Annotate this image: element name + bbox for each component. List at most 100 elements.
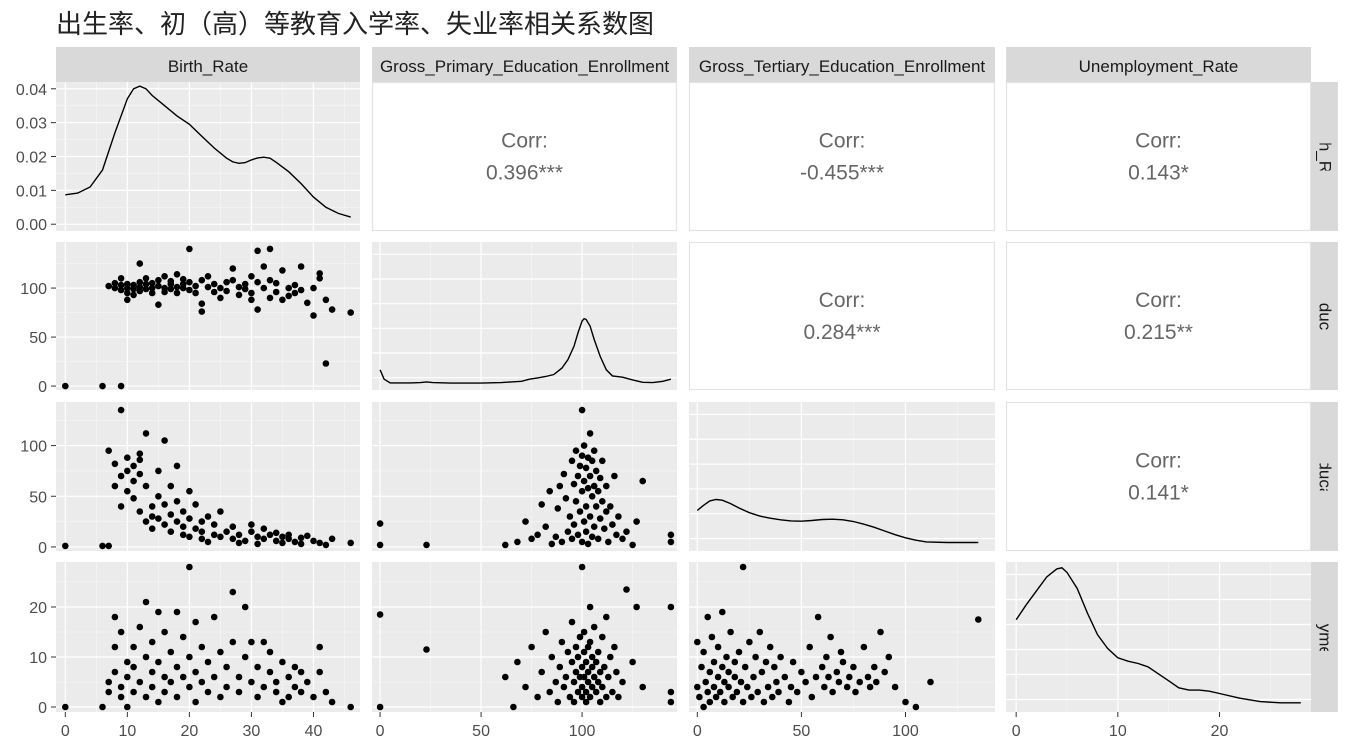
scatter-point: [580, 673, 588, 681]
scatter-point: [235, 673, 243, 681]
y-tick-label: 100: [20, 439, 47, 456]
scatter-point: [633, 603, 640, 611]
scatter-point: [912, 703, 920, 711]
scatter-point: [192, 289, 199, 297]
scatter-point: [198, 528, 206, 535]
scatter-point: [607, 653, 614, 661]
scatter-point: [694, 638, 701, 646]
column-strip-label: Gross_Tertiary_Education_Enrollment: [699, 57, 986, 76]
scatter-point: [744, 683, 751, 691]
scatter-point: [260, 683, 268, 691]
scatter-point: [522, 683, 529, 691]
scatter-point: [599, 683, 606, 691]
scatter-point: [235, 283, 243, 291]
y-tick-label: 0: [38, 700, 47, 717]
scatter-point: [229, 535, 237, 543]
scatter-point: [885, 653, 893, 661]
scatter-point: [248, 528, 255, 535]
scatter-point: [376, 520, 384, 527]
scatter-point: [554, 505, 562, 512]
scatter-point: [260, 638, 268, 646]
scatter-point: [192, 698, 199, 706]
scatter-point: [576, 508, 584, 515]
scatter-point: [173, 518, 181, 525]
scatter-point: [167, 482, 175, 490]
scatter-point: [279, 539, 286, 547]
scatter-point: [552, 533, 560, 541]
panel-background: [56, 562, 360, 712]
scatter-point: [576, 462, 584, 470]
corr-label: Corr:: [1135, 450, 1182, 473]
scatter-point: [322, 360, 330, 367]
scatter-point: [148, 638, 156, 646]
scatter-point: [316, 668, 324, 676]
scatter-point: [558, 638, 566, 646]
scatter-point: [204, 538, 212, 546]
scatter-point: [192, 525, 199, 532]
panel-background: [372, 242, 677, 390]
column-strip-label: Unemployment_Rate: [1079, 57, 1239, 76]
scatter-point: [291, 683, 299, 691]
scatter-point: [279, 698, 286, 706]
y-tick-label: 50: [29, 330, 47, 347]
scatter-point: [136, 260, 144, 267]
scatter-point: [584, 484, 592, 492]
scatter-point: [376, 611, 384, 618]
scatter-point: [601, 525, 608, 532]
scatter-point: [588, 653, 596, 661]
corr-value: 0.143*: [1128, 162, 1189, 185]
scatter-point: [528, 535, 535, 543]
y-tick-label: 0.01: [16, 183, 47, 200]
scatter-point: [279, 533, 286, 541]
scatter-point: [698, 663, 705, 671]
scatter-point: [609, 688, 616, 696]
scatter-point: [204, 658, 212, 666]
scatter-point: [161, 628, 168, 636]
scatter-point: [596, 515, 604, 522]
scatter-point: [192, 282, 199, 290]
scatter-point: [142, 693, 150, 701]
scatter-point: [254, 247, 261, 255]
scatter-point: [873, 678, 880, 686]
density-line: [65, 85, 351, 218]
scatter-point: [111, 460, 119, 468]
scatter-point: [167, 511, 175, 518]
scatter-point: [316, 539, 324, 547]
scatter-point: [254, 693, 261, 701]
scatter-point: [706, 668, 714, 676]
scatter-point: [580, 477, 588, 485]
scatter-point: [812, 673, 820, 681]
scatter-point: [316, 275, 324, 282]
scatter-point: [142, 653, 150, 661]
scatter-point: [117, 683, 125, 691]
scatter-point: [62, 542, 69, 550]
corr-panel: [688, 241, 996, 391]
scatter-point: [266, 245, 274, 253]
scatter-point: [667, 538, 675, 546]
scatter-point: [148, 513, 156, 520]
scatter-point: [605, 538, 612, 546]
x-tick-label: 30: [243, 723, 261, 740]
scatter-point: [198, 276, 206, 284]
scatter-point: [124, 703, 131, 711]
scatter-point: [254, 278, 261, 286]
scatter-point: [217, 284, 224, 292]
scatter-point: [837, 648, 845, 656]
scatter-point: [210, 673, 218, 681]
scatter-point: [111, 613, 119, 621]
scatter-point: [99, 542, 106, 550]
scatter-point: [148, 279, 156, 287]
scatter-point: [578, 563, 586, 571]
scatter-point: [572, 447, 580, 455]
scatter-point: [179, 673, 187, 681]
row-strip: [1311, 82, 1338, 231]
x-tick-label: 20: [1211, 723, 1229, 740]
scatter-point: [729, 693, 736, 701]
scatter-point: [725, 683, 732, 691]
scatter-point: [117, 281, 125, 289]
x-tick-label: 50: [793, 723, 811, 740]
corr-value: 0.215**: [1124, 321, 1193, 344]
scatter-point: [241, 603, 249, 611]
scatter-point: [142, 482, 150, 490]
corr-value: -0.455***: [800, 162, 884, 185]
